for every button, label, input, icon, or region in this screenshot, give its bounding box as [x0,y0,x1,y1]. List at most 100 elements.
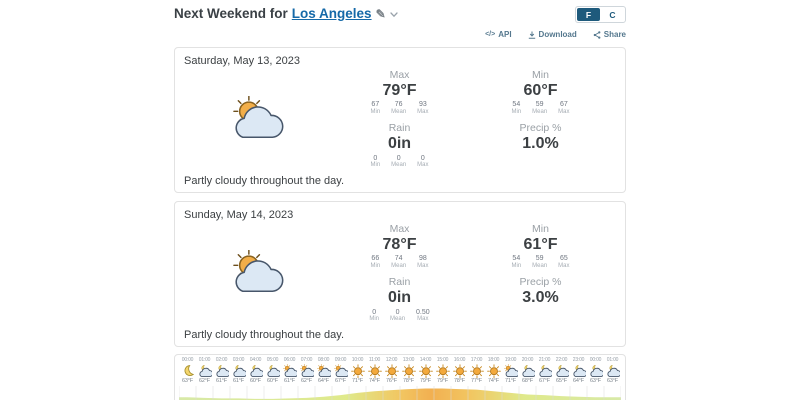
celsius-button[interactable]: C [601,8,624,21]
edit-pencil-icon[interactable]: ✎ [375,6,386,21]
hour-time: 12:00 [385,356,398,363]
hour-column: 19:00 71°F [502,357,519,385]
location-link[interactable]: Los Angeles [291,6,372,21]
hour-column: 13:00 78°F [400,357,417,385]
toolbar: </> API Download Share [174,30,626,39]
card-date: Sunday, May 14, 2023 [184,208,294,221]
stat-rain: Rain 0in 0 Min 0 Mean 0 Max [329,122,470,168]
sun-behind-cloud-icon [181,249,329,296]
cloud-moon-icon [606,364,621,378]
mmx-value: 98 [418,255,427,263]
mmx-col: 59 Mean [532,101,547,115]
mmx-col: 67 Max [558,101,569,115]
cloud-moon-icon [232,364,247,378]
hour-time: 20:00 [521,356,534,363]
hour-temp: 63°F [607,377,618,384]
mmx-col: 98 Max [417,255,428,269]
stat-value: 79°F [382,82,417,99]
hour-time: 10:00 [351,356,364,363]
mmx-label: Mean [391,162,407,169]
sun-icon [486,364,501,378]
share-label: Share [603,30,626,39]
hour-temp: 79°F [437,377,448,384]
mmx-label: Min [370,162,381,169]
stat-max: Max 79°F 67 Min 76 Mean 93 Max [329,69,470,115]
hour-column: 11:00 74°F [366,357,383,385]
mmx-label: Min [511,262,522,269]
mmx-col: 76 Mean [391,101,406,115]
api-link[interactable]: </> API [485,30,511,39]
hour-time: 21:00 [538,356,551,363]
title-prefix: Next Weekend for [174,6,288,21]
mmx-value: 0 [396,154,401,162]
stat-label: Min [532,222,549,235]
mmx-col: 0 Max [417,155,428,169]
day-card: Saturday, May 13, 2023 Max 79°F 67 Min 76 Mean… [174,47,626,193]
hour-time: 23:00 [572,356,585,363]
min-mean-max: 66 Min 74 Mean 98 Max [329,255,470,269]
sun-behind-cloud-icon [181,95,329,142]
stat-value: 0in [387,289,412,307]
hour-time: 02:00 [215,356,228,363]
mmx-col: 0 Min [369,309,379,323]
hour-time: 04:00 [249,356,262,363]
stat-precip: Precip % 1.0% [470,122,611,168]
mmx-value: 59 [535,255,544,263]
page-title: Next Weekend for Los Angeles ✎ [174,6,398,21]
cloud-moon-icon [572,364,587,378]
mmx-label: Mean [391,108,407,115]
hour-time: 08:00 [317,356,330,363]
hour-temp: 60°F [250,377,261,384]
hourly-strip: 00:00 63°F 01:00 62°F 02:00 61°F 03:00 61°F 04:0… [179,356,621,385]
stat-min: Min 61°F 54 Min 59 Mean 65 Max [470,223,611,269]
min-mean-max: 67 Min 76 Mean 93 Max [329,101,470,115]
stat-min: Min 60°F 54 Min 59 Mean 67 Max [470,69,611,115]
hour-column: 15:00 79°F [434,357,451,385]
mmx-col: 54 Min [511,101,521,115]
day-card: Sunday, May 14, 2023 Max 78°F 66 Min 74 Mean 98… [174,200,626,347]
api-label: API [498,30,512,39]
cloud-moon-icon [249,364,264,378]
mmx-col: 66 Min [370,255,380,269]
min-mean-max: 0 Min 0 Mean 0 Max [329,155,470,169]
mmx-value: 0.50 [416,308,430,316]
sun-cloud-icon [503,364,519,378]
sun-cloud-icon [282,364,298,378]
sun-icon [350,364,365,378]
sun-icon [418,364,433,378]
mmx-label: Mean [391,262,407,269]
mmx-value: 54 [512,255,521,263]
hour-time: 03:00 [232,356,245,363]
sun-cloud-icon [316,364,332,378]
hour-time: 00:00 [181,356,194,363]
hour-time: 09:00 [334,356,347,363]
sun-cloud-icon [333,364,349,378]
chevron-down-icon[interactable] [389,11,398,18]
hour-temp: 76°F [386,377,397,384]
mmx-col: 93 Max [417,101,428,115]
hour-column: 00:00 63°F [587,357,604,385]
download-link[interactable]: Download [528,30,577,39]
hour-column: 07:00 62°F [298,357,315,385]
hour-temp: 62°F [301,377,312,384]
hour-column: 14:00 79°F [417,357,434,385]
hour-temp: 65°F [556,377,567,384]
stat-value: 61°F [523,235,558,253]
sun-icon [367,364,382,378]
mmx-label: Min [511,108,522,115]
mmx-value: 0 [395,308,400,316]
mmx-value: 76 [394,101,403,109]
stat-value: 78°F [382,235,417,253]
mmx-value: 59 [535,101,544,109]
mmx-col: 0 Mean [391,155,406,169]
mmx-col: 0.50 Max [416,309,430,323]
share-link[interactable]: Share [593,30,626,39]
hour-time: 05:00 [266,356,279,363]
cloud-moon-icon [589,364,604,378]
fahrenheit-button[interactable]: F [577,8,600,21]
mmx-label: Max [417,108,429,115]
card-summary: Partly cloudy throughout the day. [184,174,345,187]
mmx-label: Max [417,262,429,269]
stat-label: Min [532,69,549,81]
sun-icon [401,364,416,378]
